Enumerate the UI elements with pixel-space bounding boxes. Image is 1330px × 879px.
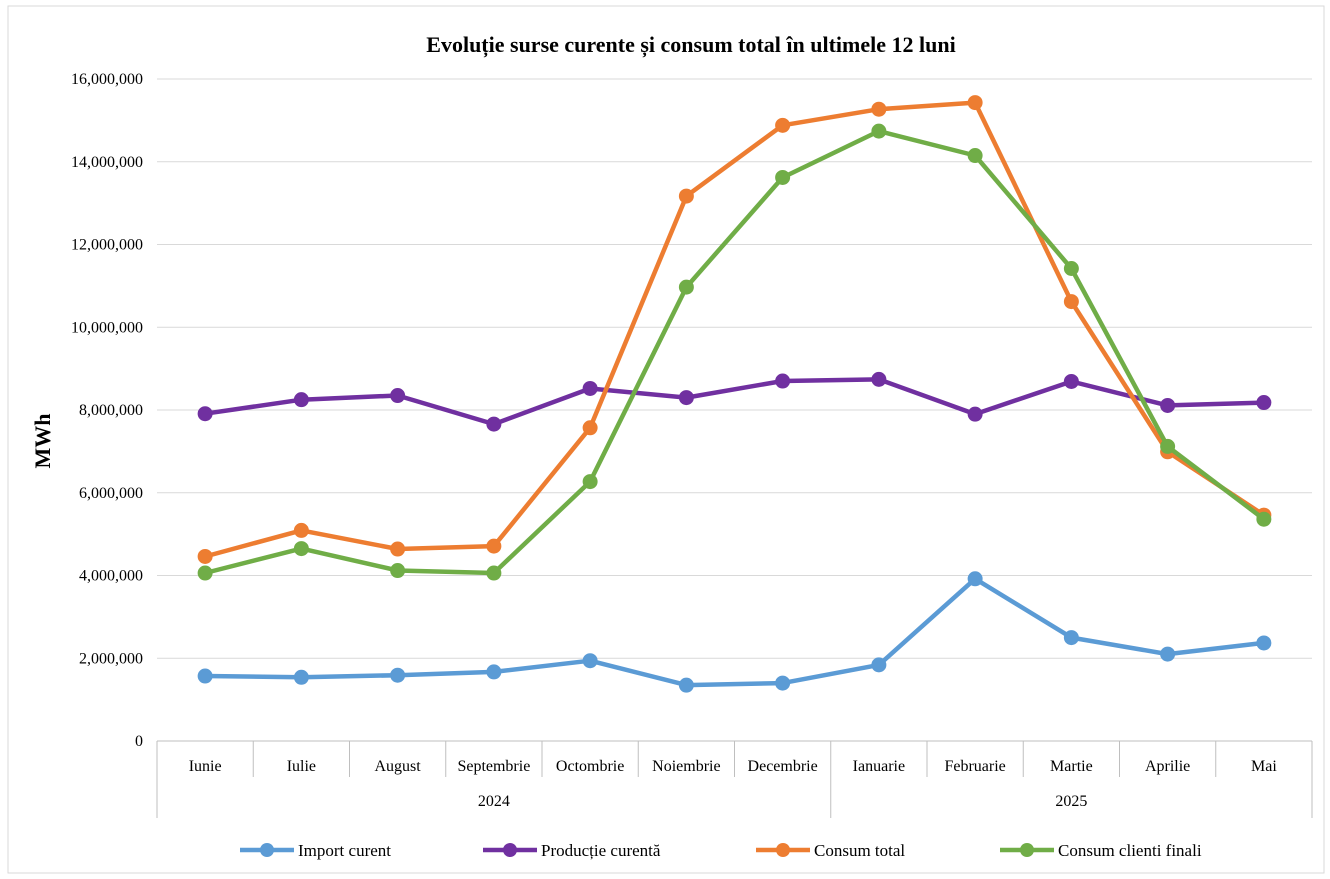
- data-point: [583, 475, 597, 489]
- data-point: [872, 102, 886, 116]
- data-point: [1257, 396, 1271, 410]
- data-point: [872, 124, 886, 138]
- data-point: [294, 670, 308, 684]
- data-point: [583, 421, 597, 435]
- x-tick-label: Iunie: [189, 758, 222, 775]
- x-tick-label: Iulie: [287, 758, 316, 775]
- data-point: [1064, 295, 1078, 309]
- x-tick-label: Mai: [1251, 758, 1277, 775]
- data-point: [294, 393, 308, 407]
- data-point: [1161, 398, 1175, 412]
- legend-swatch-marker: [776, 843, 790, 857]
- legend-label: Consum clienti finali: [1058, 841, 1202, 860]
- data-point: [1257, 636, 1271, 650]
- legend-swatch-marker: [260, 843, 274, 857]
- data-point: [487, 417, 501, 431]
- y-tick-label: 2,000,000: [79, 650, 143, 667]
- data-point: [294, 542, 308, 556]
- data-point: [1161, 647, 1175, 661]
- x-tick-label: Octombrie: [556, 758, 624, 775]
- legend-swatch-marker: [503, 843, 517, 857]
- data-point: [1161, 439, 1175, 453]
- y-tick-label: 0: [135, 733, 143, 750]
- x-tick-label: Ianuarie: [853, 758, 905, 775]
- data-point: [198, 549, 212, 563]
- data-point: [198, 566, 212, 580]
- data-point: [872, 372, 886, 386]
- data-point: [391, 389, 405, 403]
- x-tick-label: Decembrie: [748, 758, 818, 775]
- y-tick-label: 14,000,000: [71, 154, 143, 171]
- data-point: [487, 539, 501, 553]
- data-point: [776, 118, 790, 132]
- data-point: [679, 678, 693, 692]
- x-tick-label: Februarie: [944, 758, 1005, 775]
- data-point: [583, 381, 597, 395]
- data-point: [679, 189, 693, 203]
- y-tick-label: 4,000,000: [79, 568, 143, 585]
- y-tick-label: 16,000,000: [71, 71, 143, 88]
- legend-label: Import curent: [298, 841, 391, 860]
- data-point: [679, 391, 693, 405]
- data-point: [968, 407, 982, 421]
- data-point: [1257, 512, 1271, 526]
- data-point: [776, 170, 790, 184]
- data-point: [294, 523, 308, 537]
- data-point: [391, 564, 405, 578]
- data-point: [968, 149, 982, 163]
- data-point: [487, 566, 501, 580]
- chart-border: [8, 6, 1324, 873]
- legend-label: Producție curentă: [541, 841, 661, 860]
- y-tick-label: 6,000,000: [79, 485, 143, 502]
- data-point: [968, 572, 982, 586]
- year-group-label: 2025: [1055, 793, 1087, 810]
- y-tick-label: 10,000,000: [71, 319, 143, 336]
- x-tick-label: Septembrie: [457, 758, 530, 775]
- x-tick-label: Martie: [1050, 758, 1093, 775]
- x-tick-label: Aprilie: [1145, 758, 1190, 775]
- data-point: [679, 280, 693, 294]
- x-tick-label: August: [375, 758, 422, 775]
- year-group-label: 2024: [478, 793, 510, 810]
- data-point: [487, 665, 501, 679]
- data-point: [968, 96, 982, 110]
- legend-swatch-marker: [1020, 843, 1034, 857]
- y-tick-label: 12,000,000: [71, 237, 143, 254]
- legend-label: Consum total: [814, 841, 905, 860]
- data-point: [1064, 631, 1078, 645]
- data-point: [872, 658, 886, 672]
- x-tick-label: Noiembrie: [652, 758, 720, 775]
- data-point: [198, 407, 212, 421]
- data-point: [391, 668, 405, 682]
- data-point: [776, 676, 790, 690]
- data-point: [1064, 261, 1078, 275]
- data-point: [1064, 374, 1078, 388]
- chart-title: Evoluție surse curente și consum total î…: [426, 32, 955, 58]
- data-point: [198, 669, 212, 683]
- y-tick-label: 8,000,000: [79, 402, 143, 419]
- y-axis-label: MWh: [30, 414, 55, 469]
- data-point: [776, 374, 790, 388]
- data-point: [583, 654, 597, 668]
- data-point: [391, 542, 405, 556]
